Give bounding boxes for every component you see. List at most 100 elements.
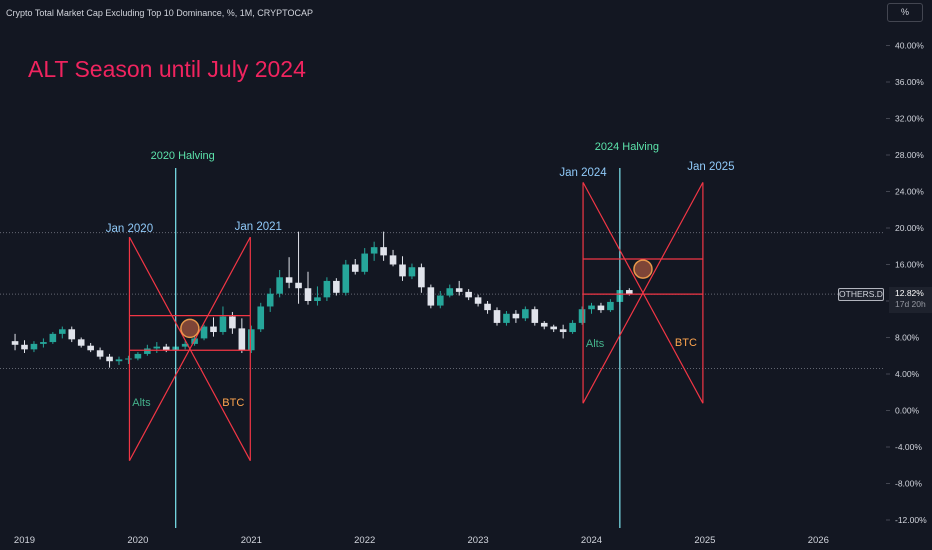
y-tick-label: 4.00%: [895, 369, 920, 379]
candle-body: [474, 297, 482, 304]
candle-body: [96, 350, 104, 357]
candle-body: [588, 305, 595, 310]
candle-body: [626, 290, 633, 294]
cycle-intersection-circle: [180, 318, 200, 339]
candle-body: [597, 305, 605, 311]
candle-body: [607, 301, 614, 311]
candle-body: [437, 295, 444, 306]
y-tick-label: -8.00%: [895, 479, 922, 489]
candle-body: [569, 322, 576, 333]
candle-body: [512, 313, 520, 319]
cycle-end-label: Jan 2025: [687, 161, 734, 173]
candle-body: [144, 348, 151, 354]
candle-body: [229, 316, 236, 329]
candle-body: [266, 293, 274, 307]
candle-body: [68, 329, 76, 340]
alts-label: Alts: [586, 338, 605, 350]
cycle-cross-up: [582, 182, 704, 404]
x-tick-label: 2023: [468, 535, 489, 546]
candle-body: [77, 339, 85, 346]
candle-body: [427, 287, 435, 306]
candle-body: [333, 280, 340, 293]
candle-body: [276, 277, 283, 294]
btc-label: BTC: [222, 397, 244, 409]
candle-body: [522, 309, 529, 319]
cycle-start-label: Jan 2024: [559, 167, 607, 179]
y-tick-label: 0.00%: [895, 406, 920, 416]
percent-scale-button[interactable]: %: [887, 3, 923, 22]
candle-body: [40, 342, 47, 344]
candle-body: [370, 247, 378, 254]
candle-body: [455, 288, 463, 292]
y-tick-label: 32.00%: [895, 114, 924, 124]
candle-body: [210, 326, 217, 333]
bar-countdown: 17d 20h: [895, 299, 926, 309]
candle-body: [115, 359, 123, 362]
candle-body: [493, 310, 501, 323]
halving-label: 2020 Halving: [151, 150, 215, 162]
candle-body: [389, 255, 397, 265]
candle-body: [578, 309, 586, 323]
candle-body: [49, 333, 57, 343]
y-tick-label: 24.00%: [895, 187, 924, 197]
y-axis: 40.00% 36.00% 32.00% 28.00% 24.00% 20.00% 16.0…: [886, 0, 932, 550]
y-tick-label: 8.00%: [895, 333, 920, 343]
candle-body: [342, 264, 350, 293]
dotted-level-lines: [0, 232, 885, 370]
x-tick-label: 2025: [694, 535, 715, 546]
x-tick-label: 2024: [581, 535, 602, 546]
last-price-value: 12.82%: [895, 288, 924, 298]
candle-body: [200, 326, 208, 339]
cycle-end-label: Jan 2021: [235, 221, 282, 233]
cycle-cross-up: [128, 236, 251, 461]
candle-body: [550, 326, 557, 330]
candle-body: [248, 329, 255, 351]
candle-body: [285, 277, 293, 283]
last-price-tag: 12.82% 17d 20h: [889, 287, 932, 313]
y-axis-background: [886, 0, 932, 550]
symbol-title: Crypto Total Market Cap Excluding Top 10…: [6, 8, 313, 18]
candle-body: [134, 353, 142, 359]
cycle-start-label: Jan 2020: [106, 223, 153, 235]
candle-body: [361, 253, 368, 272]
candle-body: [314, 297, 321, 301]
y-tick-label: 20.00%: [895, 223, 924, 233]
candle-body: [531, 309, 539, 323]
candle-body: [257, 306, 265, 330]
halving-label: 2024 Halving: [595, 141, 659, 153]
candle-body: [295, 282, 302, 289]
y-tick-label: -4.00%: [895, 442, 922, 452]
candle-body: [59, 329, 66, 334]
y-tick-label: -12.00%: [895, 515, 927, 525]
btc-label: BTC: [675, 337, 697, 349]
x-tick-label: 2022: [354, 535, 375, 546]
candle-body: [351, 264, 359, 272]
alts-label: Alts: [132, 397, 151, 409]
candle-body: [465, 291, 472, 298]
y-tick-label: 36.00%: [895, 77, 924, 87]
candle-body: [30, 343, 38, 350]
candle-body: [219, 316, 227, 333]
candle-body: [323, 280, 331, 298]
symbol-price-label: OTHERS.D: [838, 288, 884, 301]
candle-body: [408, 267, 416, 277]
x-tick-label: 2020: [127, 535, 148, 546]
candle-body: [380, 247, 387, 256]
candle-body: [503, 313, 510, 323]
candle-body: [106, 356, 113, 362]
y-tick-label: 40.00%: [895, 41, 924, 51]
candle-body: [11, 341, 19, 345]
candle-body: [153, 346, 161, 349]
x-tick-label: 2019: [14, 535, 35, 546]
candle-body: [399, 264, 406, 277]
cycle-intersection-circle: [633, 259, 653, 279]
x-axis: 2019 2020 2021 2022 2023 2024 2025 2026: [14, 535, 829, 546]
candle-body: [484, 303, 491, 311]
x-tick-label: 2026: [808, 535, 829, 546]
candle-body: [418, 267, 425, 288]
x-tick-label: 2021: [241, 535, 262, 546]
y-tick-label: 16.00%: [895, 260, 924, 270]
candle-body: [125, 358, 132, 360]
